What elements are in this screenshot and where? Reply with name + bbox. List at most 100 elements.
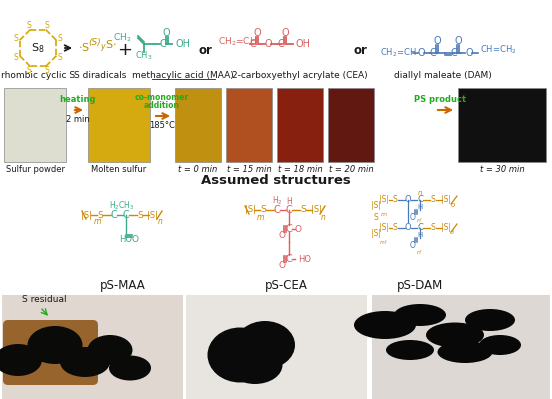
Bar <box>277 88 323 162</box>
Text: S diradicals: S diradicals <box>74 71 126 81</box>
Text: O: O <box>253 28 261 38</box>
Text: 185°C: 185°C <box>149 122 175 130</box>
Bar <box>458 88 546 162</box>
Text: H$_2$: H$_2$ <box>272 195 283 207</box>
Text: diallyl maleate (DAM): diallyl maleate (DAM) <box>394 71 492 81</box>
Text: m: m <box>256 213 264 221</box>
Text: O: O <box>295 225 301 233</box>
Ellipse shape <box>28 326 82 364</box>
Text: pS-CEA: pS-CEA <box>264 279 307 292</box>
Text: heating: heating <box>60 95 96 105</box>
Text: S: S <box>431 196 436 205</box>
Text: HO: HO <box>119 235 132 243</box>
Ellipse shape <box>235 321 295 369</box>
Text: OH: OH <box>175 39 190 49</box>
Ellipse shape <box>208 328 273 383</box>
Text: S: S <box>45 21 50 30</box>
Text: S: S <box>58 34 62 43</box>
Text: |S|: |S| <box>441 223 451 233</box>
Text: S: S <box>58 53 62 62</box>
Text: 2 min: 2 min <box>66 115 90 124</box>
Text: methacylic acid (MAA): methacylic acid (MAA) <box>132 71 234 81</box>
Text: O: O <box>405 223 411 233</box>
Bar <box>226 88 272 162</box>
Text: |S|: |S| <box>441 196 451 205</box>
Text: S: S <box>260 205 266 215</box>
Ellipse shape <box>438 341 492 363</box>
Text: S: S <box>431 223 436 233</box>
Text: C: C <box>285 254 293 264</box>
Text: O: O <box>132 235 139 243</box>
Text: O: O <box>466 48 474 58</box>
Text: t = 0 min: t = 0 min <box>178 166 217 174</box>
Bar <box>4 88 66 162</box>
Text: Assumed structures: Assumed structures <box>201 174 351 186</box>
Text: C: C <box>417 196 423 205</box>
Text: |S|: |S| <box>379 223 389 233</box>
Text: O: O <box>405 196 411 205</box>
Text: or: or <box>198 43 212 57</box>
Bar <box>328 88 374 162</box>
Text: C: C <box>160 39 166 49</box>
Ellipse shape <box>386 340 434 360</box>
Text: n': n' <box>417 251 423 255</box>
Text: C: C <box>285 224 293 234</box>
Text: m: m <box>93 217 100 227</box>
Text: 2-carboxyethyl acrylate (CEA): 2-carboxyethyl acrylate (CEA) <box>232 71 368 81</box>
Text: addition: addition <box>144 101 180 111</box>
Text: CH$_3$: CH$_3$ <box>135 50 153 62</box>
Text: S: S <box>26 21 31 30</box>
Text: (S): (S) <box>88 38 101 47</box>
Text: t = 30 min: t = 30 min <box>480 166 524 174</box>
Text: S: S <box>97 211 103 219</box>
Text: C: C <box>417 223 423 233</box>
Bar <box>88 88 150 162</box>
Text: $_y$S$\cdot$: $_y$S$\cdot$ <box>100 39 116 55</box>
Ellipse shape <box>394 304 446 326</box>
Text: O: O <box>410 213 416 221</box>
Text: CH$_2$=CH: CH$_2$=CH <box>380 47 417 59</box>
Text: C: C <box>278 39 284 49</box>
Text: S: S <box>300 205 306 215</box>
Text: |S|: |S| <box>245 205 256 215</box>
Ellipse shape <box>0 344 42 376</box>
Text: H: H <box>417 232 423 238</box>
Text: +: + <box>118 41 132 59</box>
Text: |S|: |S| <box>379 196 389 205</box>
Text: CH$_2$=CH: CH$_2$=CH <box>218 36 257 48</box>
Bar <box>2 295 183 399</box>
Text: C: C <box>123 210 129 220</box>
Text: H$_2$: H$_2$ <box>109 200 119 212</box>
Text: H: H <box>286 196 292 205</box>
Text: S$_8$: S$_8$ <box>31 41 45 55</box>
Ellipse shape <box>479 335 521 355</box>
Text: O: O <box>454 36 462 46</box>
Text: pS-MAA: pS-MAA <box>100 279 146 292</box>
Text: PS product: PS product <box>414 95 466 105</box>
Text: n: n <box>321 213 326 221</box>
Bar <box>186 295 367 399</box>
Text: S: S <box>13 53 18 62</box>
Text: C: C <box>285 205 293 215</box>
Text: S: S <box>392 223 397 233</box>
Text: HO: HO <box>298 255 311 263</box>
Text: O: O <box>281 28 289 38</box>
Text: |S|: |S| <box>310 205 321 215</box>
Text: n': n' <box>417 219 423 223</box>
Text: C: C <box>274 205 280 215</box>
Text: t = 15 min: t = 15 min <box>227 166 272 174</box>
Text: S: S <box>374 213 378 223</box>
Text: m': m' <box>380 239 388 245</box>
Text: S: S <box>45 66 50 75</box>
Text: co-monomer: co-monomer <box>135 93 189 101</box>
Text: |S|: |S| <box>82 211 93 219</box>
Text: $\cdot$S: $\cdot$S <box>78 41 90 53</box>
FancyBboxPatch shape <box>3 320 98 385</box>
Text: O: O <box>418 48 426 58</box>
Text: |S|: |S| <box>371 229 381 237</box>
Text: H: H <box>417 204 423 210</box>
Text: or: or <box>353 43 367 57</box>
Text: Molten sulfur: Molten sulfur <box>92 166 147 174</box>
Text: OH: OH <box>296 39 311 49</box>
Text: O: O <box>264 39 272 49</box>
